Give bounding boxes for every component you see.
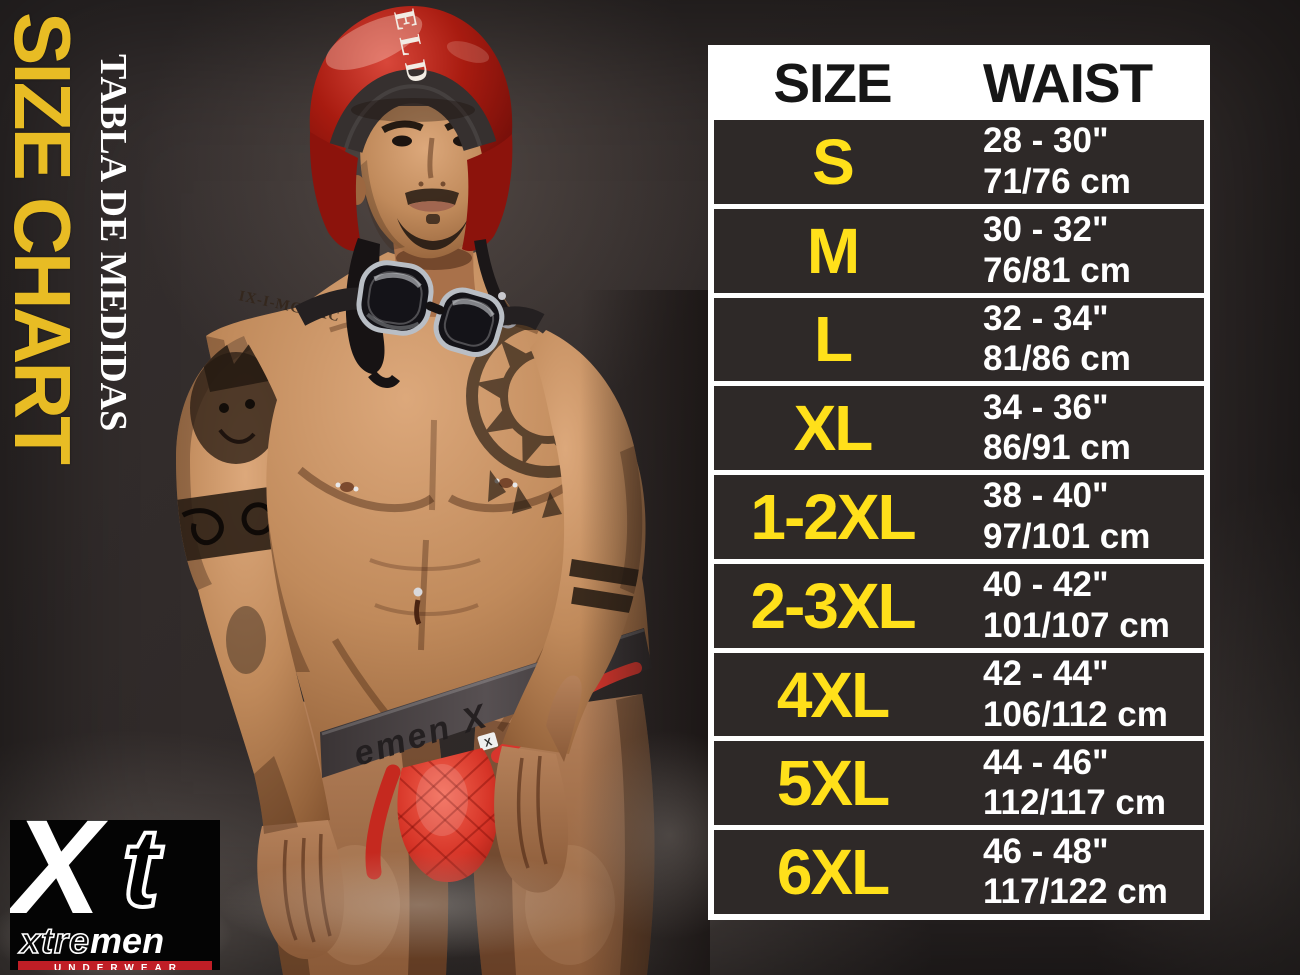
- xtremen-logo: X t xtremen UNDERWEAR: [10, 820, 220, 970]
- waist-inches: 44 - 46": [983, 742, 1109, 782]
- waist-centimeters: 76/81 cm: [983, 250, 1131, 290]
- logo-wordmark-dark: xtre: [19, 920, 91, 961]
- waist-cell: 30 - 32" 76/81 cm: [951, 210, 1204, 291]
- waist-cell: 38 - 40" 97/101 cm: [951, 476, 1204, 557]
- goggles: [294, 260, 545, 357]
- model-figure: IX-I-MCMXC: [176, 6, 710, 975]
- shadow-overlay: [580, 290, 710, 975]
- waist-inches: 46 - 48": [983, 831, 1109, 871]
- waist-inches: 28 - 30": [983, 121, 1109, 161]
- logo-underwear-banner: UNDERWEAR: [18, 961, 212, 970]
- waist-inches: 30 - 32": [983, 210, 1109, 250]
- size-label: XL: [793, 392, 874, 465]
- right-hand: [257, 820, 345, 960]
- size-row: L 32 - 34" 81/86 cm: [714, 297, 1204, 382]
- waist-inches: 38 - 40": [983, 476, 1109, 516]
- size-row: 4XL 42 - 44" 106/112 cm: [714, 652, 1204, 737]
- page-subtitle: TABLA DE MEDIDAS: [92, 54, 134, 432]
- column-header-size: SIZE: [773, 52, 892, 114]
- waistband-tag-text: X: [483, 736, 494, 750]
- size-label: 1-2XL: [750, 481, 916, 554]
- size-row: M 30 - 32" 76/81 cm: [714, 208, 1204, 293]
- waist-centimeters: 117/122 cm: [983, 872, 1168, 912]
- logo-t-monogram: t: [120, 820, 161, 931]
- size-label: 5XL: [776, 747, 890, 820]
- waist-inches: 32 - 34": [983, 298, 1109, 338]
- size-row: 2-3XL 40 - 42" 101/107 cm: [714, 563, 1204, 648]
- size-row: 5XL 44 - 46" 112/117 cm: [714, 741, 1204, 826]
- size-label: 6XL: [776, 836, 890, 909]
- helmet-visor-mesh: [329, 69, 497, 154]
- waist-centimeters: 97/101 cm: [983, 517, 1151, 557]
- column-header-waist: WAIST: [983, 52, 1153, 114]
- waist-cell: 42 - 44" 106/112 cm: [951, 654, 1204, 735]
- waist-centimeters: 112/117 cm: [983, 783, 1166, 823]
- waist-centimeters: 106/112 cm: [983, 694, 1168, 734]
- waist-centimeters: 71/76 cm: [983, 161, 1131, 201]
- size-table-header: SIZE WAIST: [714, 51, 1204, 115]
- size-label: 2-3XL: [750, 569, 916, 642]
- logo-wordmark: xtremen: [19, 920, 165, 961]
- waist-inches: 34 - 36": [983, 387, 1109, 427]
- left-thumb: [546, 675, 582, 762]
- size-row: XL 34 - 36" 86/91 cm: [714, 386, 1204, 471]
- waist-cell: 28 - 30" 71/76 cm: [951, 121, 1204, 202]
- left-hand: [494, 746, 569, 893]
- size-row: 6XL 46 - 48" 117/122 cm: [714, 830, 1204, 915]
- page-title: SIZE CHART: [0, 12, 87, 462]
- logo-x-monogram: X: [12, 820, 102, 942]
- waist-centimeters: 86/91 cm: [983, 428, 1131, 468]
- size-label: 4XL: [776, 658, 890, 731]
- waist-inches: 40 - 42": [983, 565, 1109, 605]
- waist-cell: 34 - 36" 86/91 cm: [951, 388, 1204, 469]
- waist-cell: 40 - 42" 101/107 cm: [951, 565, 1204, 646]
- size-row: 1-2XL 38 - 40" 97/101 cm: [714, 475, 1204, 559]
- waist-centimeters: 101/107 cm: [983, 605, 1170, 645]
- model-photo: IX-I-MCMXC: [150, 0, 710, 975]
- logo-wordmark-light: men: [90, 920, 165, 961]
- waist-cell: 44 - 46" 112/117 cm: [951, 743, 1204, 824]
- size-row: S 28 - 30" 71/76 cm: [714, 120, 1204, 204]
- waist-centimeters: 81/86 cm: [983, 339, 1131, 379]
- size-label: S: [812, 125, 855, 198]
- size-label: L: [813, 303, 853, 376]
- head: ELD: [309, 6, 519, 388]
- waist-inches: 42 - 44": [983, 653, 1109, 693]
- size-label: M: [806, 214, 860, 287]
- waist-cell: 46 - 48" 117/122 cm: [951, 832, 1204, 913]
- waistband-tag: X: [477, 732, 499, 751]
- size-table: SIZE WAIST S 28 - 30" 71/76 cm M 30 - 32…: [708, 45, 1210, 920]
- waist-cell: 32 - 34" 81/86 cm: [951, 299, 1204, 380]
